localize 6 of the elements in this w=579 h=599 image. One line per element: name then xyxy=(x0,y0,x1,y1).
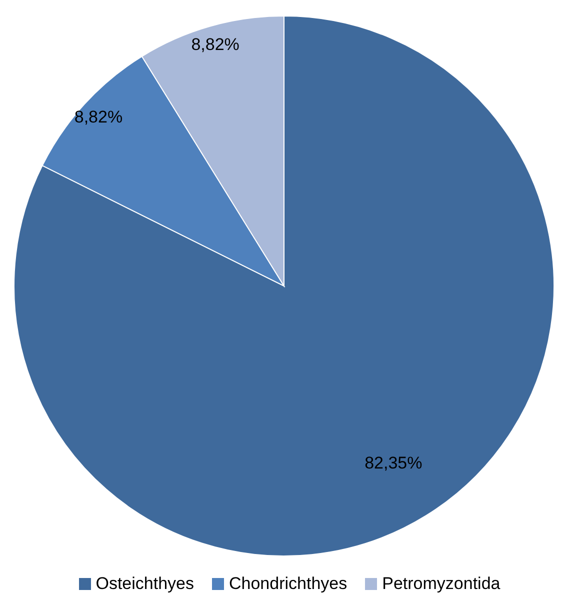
legend-label: Petromyzontida xyxy=(382,574,500,594)
slice-label: Osteichthyes xyxy=(96,574,194,594)
data-label: 8,82% xyxy=(74,107,123,126)
data-label: 8,82% xyxy=(191,34,240,54)
data-label: 82,35% xyxy=(364,453,422,472)
legend-label: Chondrichthyes xyxy=(229,574,348,594)
